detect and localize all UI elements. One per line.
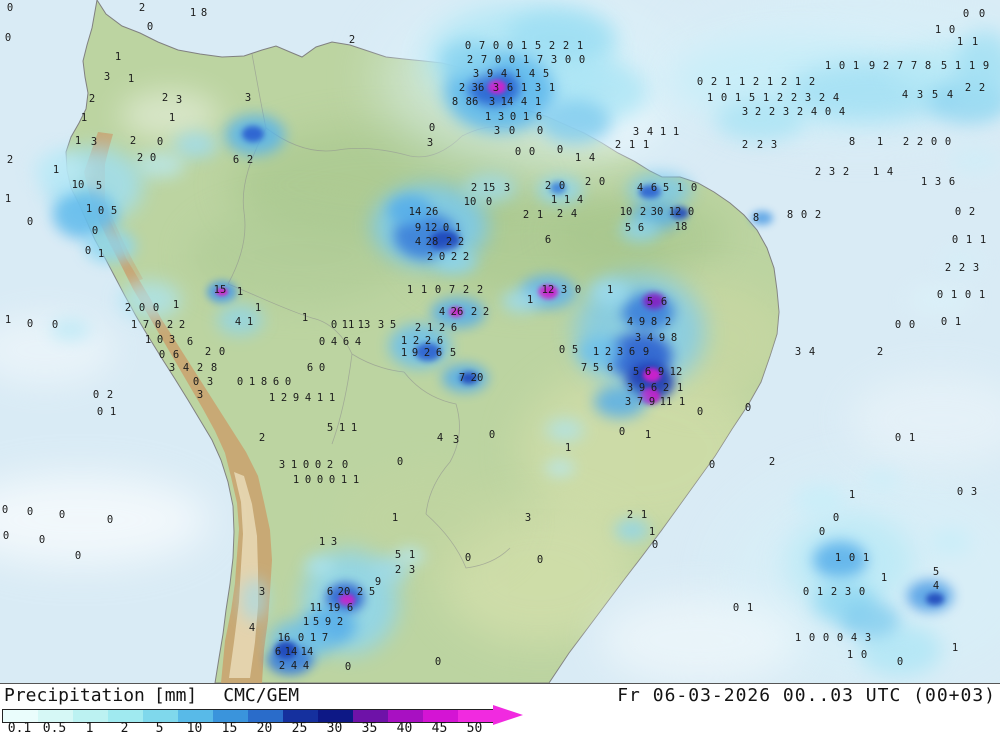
scale-label: 20 bbox=[256, 721, 273, 733]
legend-footer: Precipitation [mm] CMC/GEM Fr 06-03-2026… bbox=[0, 683, 1000, 733]
scale-segment bbox=[248, 710, 283, 722]
scale-label: 40 bbox=[396, 721, 413, 733]
scale-label: 10 bbox=[186, 721, 203, 733]
scale-segment bbox=[213, 710, 248, 722]
scale-segment bbox=[388, 710, 423, 722]
scale-segment bbox=[38, 710, 73, 722]
scale-segment bbox=[318, 710, 353, 722]
scale-segment bbox=[3, 710, 38, 722]
scale-segment bbox=[178, 710, 213, 722]
andes-high-ridge bbox=[229, 472, 258, 678]
scale-label: 0.1 bbox=[7, 721, 32, 733]
color-scale-bar bbox=[2, 709, 494, 723]
scale-segment bbox=[423, 710, 458, 722]
scale-label: 15 bbox=[221, 721, 238, 733]
caption-row: Precipitation [mm] CMC/GEM Fr 06-03-2026… bbox=[4, 685, 996, 706]
scale-label: 25 bbox=[291, 721, 308, 733]
basemap bbox=[65, 0, 780, 683]
scale-segment bbox=[353, 710, 388, 722]
scale-label: 45 bbox=[431, 721, 448, 733]
legend-title: Precipitation bbox=[4, 685, 145, 706]
scale-label: 0.5 bbox=[42, 721, 67, 733]
scale-segment bbox=[458, 710, 493, 722]
scale-label: 2 bbox=[120, 721, 129, 733]
scale-segment bbox=[143, 710, 178, 722]
precipitation-map: 0 0 2 0 1 8 2 1 3 1 2 1 2 3 1 3 1 3 2 0 2 0 6 2 2 1 1 0 10 5 1 0 5 0 0 1 1 0 0… bbox=[0, 0, 1000, 683]
legend-model: CMC/GEM bbox=[223, 685, 300, 706]
scale-segment bbox=[108, 710, 143, 722]
scale-label: 5 bbox=[155, 721, 164, 733]
scale-arrow-icon bbox=[493, 705, 523, 725]
scale-label: 30 bbox=[326, 721, 343, 733]
scale-segment bbox=[73, 710, 108, 722]
scale-segment bbox=[283, 710, 318, 722]
legend-unit: [mm] bbox=[153, 685, 198, 706]
scale-label: 1 bbox=[85, 721, 94, 733]
scale-label: 35 bbox=[361, 721, 378, 733]
scale-label: 50 bbox=[466, 721, 483, 733]
timestamp: Fr 06-03-2026 00..03 UTC (00+03) bbox=[617, 685, 996, 706]
